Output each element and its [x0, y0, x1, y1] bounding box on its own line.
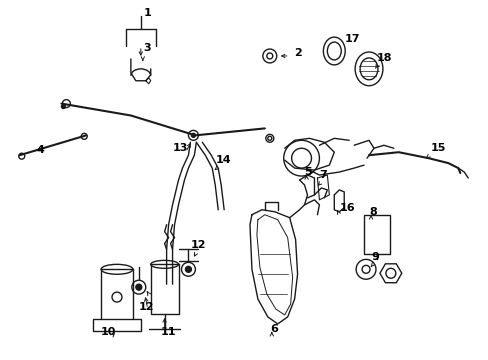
- Text: 10: 10: [101, 327, 116, 337]
- Bar: [93, 319, 141, 331]
- Text: 11: 11: [161, 327, 176, 337]
- Text: 8: 8: [368, 207, 376, 217]
- Bar: [101, 269, 133, 324]
- Text: 3: 3: [143, 43, 151, 53]
- Text: 4: 4: [37, 145, 44, 155]
- Circle shape: [61, 105, 65, 109]
- Text: 9: 9: [370, 252, 378, 262]
- Bar: [364, 215, 389, 255]
- Text: 1: 1: [143, 8, 151, 18]
- Text: 16: 16: [339, 203, 354, 213]
- Text: 5: 5: [304, 167, 311, 177]
- Ellipse shape: [101, 264, 133, 274]
- Text: 6: 6: [269, 324, 277, 334]
- Text: 13: 13: [172, 143, 187, 153]
- Text: 7: 7: [319, 170, 326, 180]
- Text: 2: 2: [294, 48, 302, 58]
- Text: 17: 17: [344, 34, 359, 44]
- Text: 12: 12: [190, 240, 205, 251]
- Ellipse shape: [150, 260, 178, 268]
- Text: 14: 14: [215, 155, 230, 165]
- Text: 18: 18: [376, 53, 392, 63]
- Text: 15: 15: [429, 143, 445, 153]
- Circle shape: [191, 133, 195, 137]
- Bar: [150, 264, 178, 314]
- Text: 12: 12: [139, 302, 154, 312]
- Circle shape: [136, 284, 142, 290]
- Circle shape: [185, 266, 191, 272]
